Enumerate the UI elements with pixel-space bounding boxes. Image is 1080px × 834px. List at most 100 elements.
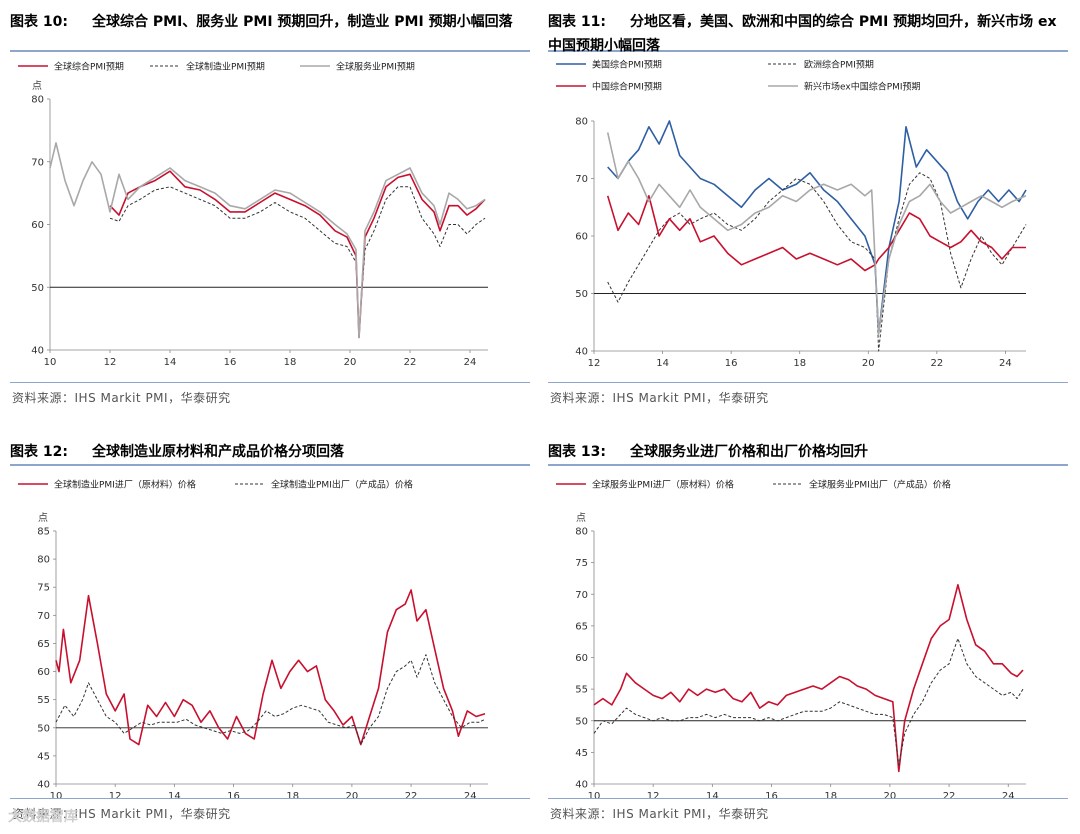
- chart-title: 图表 13: 全球服务业进厂价格和出厂价格均回升: [548, 430, 1068, 466]
- x-tick-label: 20: [344, 357, 357, 368]
- y-tick-label: 80: [575, 527, 588, 538]
- watermark: 大数据智库: [8, 809, 78, 825]
- series-line-0: [607, 120, 1027, 335]
- x-tick-label: 24: [464, 357, 477, 368]
- x-tick-label: 14: [168, 791, 181, 798]
- y-tick-label: 70: [31, 157, 44, 168]
- x-tick-label: 20: [346, 791, 359, 798]
- legend-label-1: 全球制造业PMI预期: [186, 61, 265, 73]
- y-tick-label: 60: [31, 220, 44, 231]
- y-tick-label: 55: [575, 685, 588, 696]
- legend-label-2: 全球服务业PMI预期: [336, 61, 415, 73]
- x-tick-label: 18: [793, 358, 806, 369]
- series-line-2: [606, 195, 1026, 272]
- chart-number: 图表 11:: [548, 14, 606, 30]
- x-tick-label: 18: [824, 791, 837, 798]
- y-axis-label: 点: [576, 512, 586, 524]
- y-tick-label: 70: [575, 590, 588, 601]
- x-tick-label: 22: [404, 357, 417, 368]
- x-tick-label: 22: [405, 791, 418, 798]
- x-tick-label: 10: [44, 357, 57, 368]
- x-tick-label: 18: [286, 791, 299, 798]
- legend-label-0: 美国综合PMI预期: [592, 59, 662, 71]
- chart-title-text: 分地区看，美国、欧洲和中国的综合 PMI 预期均回升，新兴市场 ex 中国预期小…: [548, 14, 1057, 54]
- x-tick-label: 20: [884, 791, 897, 798]
- x-tick-label: 20: [862, 358, 875, 369]
- y-tick-label: 50: [37, 723, 50, 734]
- y-tick-label: 80: [37, 555, 50, 566]
- y-tick-label: 60: [575, 232, 588, 243]
- x-tick-label: 16: [224, 357, 237, 368]
- chart-title: 图表 11: 分地区看，美国、欧洲和中国的综合 PMI 预期均回升，新兴市场 ex…: [548, 0, 1068, 54]
- source-note: 资料来源：IHS Markit PMI，华泰研究: [550, 391, 769, 405]
- y-tick-label: 70: [37, 611, 50, 622]
- legend-label-3: 新兴市场ex中国综合PMI预期: [804, 81, 921, 93]
- y-axis-label: 点: [32, 80, 42, 92]
- y-tick-label: 70: [575, 174, 588, 185]
- source-note: 资料来源：IHS Markit PMI，华泰研究: [550, 807, 769, 821]
- y-tick-label: 45: [37, 751, 50, 762]
- legend-label-1: 全球服务业PMI出厂（产成品）价格: [809, 479, 951, 491]
- source-note: 资料来源：IHS Markit PMI，华泰研究: [12, 807, 231, 821]
- x-tick-label: 22: [943, 791, 956, 798]
- chart-title-text: 全球综合 PMI、服务业 PMI 预期回升，制造业 PMI 预期小幅回落: [92, 14, 513, 30]
- x-tick-label: 16: [725, 358, 738, 369]
- y-tick-label: 50: [575, 289, 588, 300]
- x-tick-label: 14: [656, 358, 669, 369]
- y-tick-label: 65: [37, 639, 50, 650]
- chart-panel-13: 图表 13: 全球服务业进厂价格和出厂价格均回升 点 40 45 50 55 60 65 70 7…: [548, 430, 1068, 821]
- y-tick-label: 80: [31, 95, 44, 106]
- x-tick-label: 10: [588, 791, 601, 798]
- y-tick-label: 40: [37, 780, 50, 791]
- y-tick-label: 40: [575, 780, 588, 791]
- y-tick-label: 75: [37, 583, 50, 594]
- y-tick-label: 50: [31, 283, 44, 294]
- legend-label-1: 全球制造业PMI出厂（产成品）价格: [271, 479, 413, 491]
- chart-panel-10: 图表 10: 全球综合 PMI、服务业 PMI 预期回升，制造业 PMI 预期小幅…: [10, 0, 530, 405]
- y-tick-label: 85: [37, 527, 50, 538]
- chart-panel-11: 图表 11: 分地区看，美国、欧洲和中国的综合 PMI 预期均回升，新兴市场 ex…: [548, 0, 1068, 405]
- x-tick-label: 12: [104, 357, 117, 368]
- series-line-2: [49, 142, 486, 339]
- source-divider: [548, 382, 1068, 383]
- y-tick-label: 50: [575, 716, 588, 727]
- series-line-1: [593, 638, 1024, 766]
- line-chart: 点 40 45 50 55 60 65 70 75 80 10 12 14 16 18 20 22 24 全球服务业…: [556, 479, 1026, 802]
- y-tick-label: 40: [575, 347, 588, 358]
- chart-number: 图表 13:: [548, 444, 606, 460]
- x-tick-label: 12: [647, 791, 660, 798]
- x-tick-label: 16: [765, 791, 778, 798]
- legend-label-2: 中国综合PMI预期: [592, 81, 662, 93]
- line-chart: 点 40 50 60 70 80 10 12 14 16 18 20 22 24 全球综合PMI预期 全球制造…: [18, 61, 488, 368]
- chart-title-text: 全球服务业进厂价格和出厂价格均回升: [630, 444, 868, 460]
- series-line-1: [607, 172, 1027, 352]
- y-tick-label: 60: [575, 653, 588, 664]
- y-tick-label: 75: [575, 558, 588, 569]
- y-tick-label: 40: [31, 346, 44, 357]
- source-note: 资料来源：IHS Markit PMI，华泰研究: [12, 391, 231, 405]
- x-tick-label: 12: [588, 358, 601, 369]
- y-tick-label: 55: [37, 695, 50, 706]
- x-tick-label: 24: [999, 358, 1012, 369]
- series-line-0: [593, 584, 1024, 773]
- legend-label-0: 全球服务业PMI进厂（原材料）价格: [592, 479, 734, 491]
- legend-label-0: 全球制造业PMI进厂（原材料）价格: [54, 479, 196, 491]
- y-tick-label: 60: [37, 667, 50, 678]
- chart-title: 图表 12: 全球制造业原材料和产成品价格分项回落: [10, 430, 530, 466]
- chart-number: 图表 12:: [10, 444, 68, 460]
- x-tick-label: 14: [706, 791, 719, 798]
- chart-number: 图表 10:: [10, 14, 68, 30]
- x-tick-label: 18: [284, 357, 297, 368]
- source-divider: [10, 798, 530, 799]
- x-tick-label: 24: [1002, 791, 1015, 798]
- source-divider: [548, 798, 1068, 799]
- line-chart: 40 50 60 70 80 12 14 16 18 20 22 24 美国综合PMI预期 欧洲综合PMI…: [556, 59, 1027, 369]
- source-divider: [10, 382, 530, 383]
- x-tick-label: 24: [464, 791, 477, 798]
- chart-panel-12: 图表 12: 全球制造业原材料和产成品价格分项回落 点 40 45 50 55 60 65 70…: [10, 430, 530, 821]
- chart-title-text: 全球制造业原材料和产成品价格分项回落: [92, 444, 344, 460]
- legend-label-0: 全球综合PMI预期: [54, 61, 124, 73]
- series-line-1: [55, 654, 486, 746]
- series-line-1: [109, 186, 486, 332]
- x-tick-label: 10: [50, 791, 63, 798]
